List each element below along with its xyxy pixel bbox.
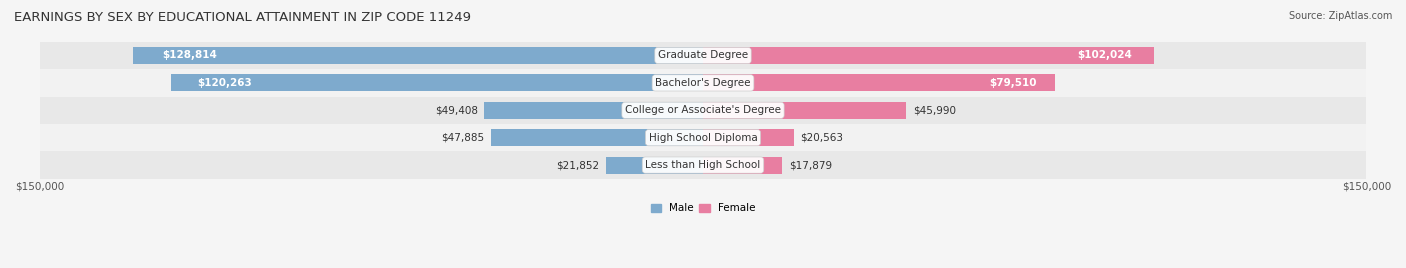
- Bar: [703, 157, 782, 174]
- Text: $20,563: $20,563: [800, 133, 844, 143]
- Text: EARNINGS BY SEX BY EDUCATIONAL ATTAINMENT IN ZIP CODE 11249: EARNINGS BY SEX BY EDUCATIONAL ATTAINMEN…: [14, 11, 471, 24]
- Bar: [134, 47, 703, 64]
- Legend: Male, Female: Male, Female: [647, 199, 759, 217]
- Bar: [491, 129, 703, 146]
- Bar: [39, 151, 1367, 179]
- Text: $102,024: $102,024: [1077, 50, 1132, 61]
- Text: $128,814: $128,814: [162, 50, 217, 61]
- Text: $79,510: $79,510: [990, 78, 1038, 88]
- Text: Bachelor's Degree: Bachelor's Degree: [655, 78, 751, 88]
- Text: Source: ZipAtlas.com: Source: ZipAtlas.com: [1288, 11, 1392, 21]
- Bar: [606, 157, 703, 174]
- Text: Graduate Degree: Graduate Degree: [658, 50, 748, 61]
- Bar: [39, 96, 1367, 124]
- Text: $21,852: $21,852: [557, 160, 600, 170]
- Text: $17,879: $17,879: [789, 160, 832, 170]
- Text: $45,990: $45,990: [912, 105, 956, 115]
- Bar: [39, 124, 1367, 151]
- Bar: [485, 102, 703, 119]
- Text: High School Diploma: High School Diploma: [648, 133, 758, 143]
- Text: $49,408: $49,408: [434, 105, 478, 115]
- Text: $120,263: $120,263: [198, 78, 253, 88]
- Bar: [703, 102, 907, 119]
- Bar: [39, 42, 1367, 69]
- Bar: [703, 47, 1154, 64]
- Text: College or Associate's Degree: College or Associate's Degree: [626, 105, 780, 115]
- Bar: [39, 69, 1367, 96]
- Text: Less than High School: Less than High School: [645, 160, 761, 170]
- Bar: [703, 75, 1054, 91]
- Text: $47,885: $47,885: [441, 133, 485, 143]
- Bar: [172, 75, 703, 91]
- Bar: [703, 129, 794, 146]
